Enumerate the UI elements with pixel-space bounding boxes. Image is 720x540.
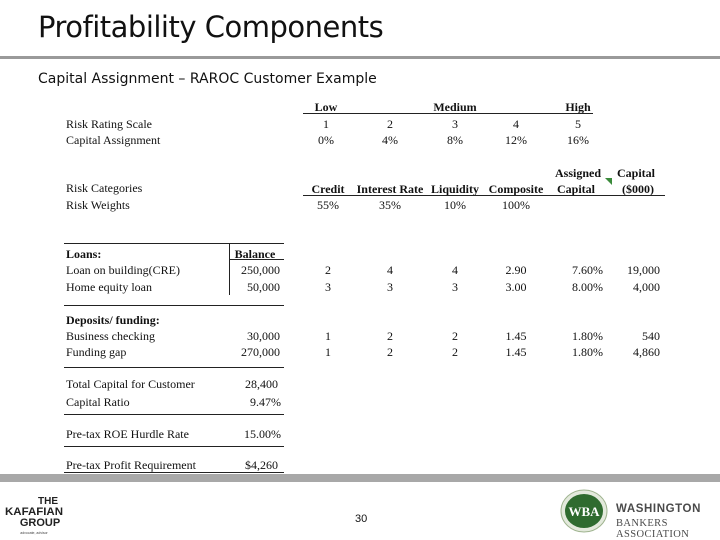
row-credit: 1 [325,345,331,359]
row-capital: 19,000 [627,263,660,277]
loans-section-label: Loans: [66,247,102,261]
title-divider [0,56,720,59]
row-assigned-capital: 1.80% [572,345,603,359]
row-composite: 2.90 [505,263,527,277]
row-credit: 1 [325,329,331,343]
rating-3: 3 [452,117,458,131]
comment-marker-icon [605,178,612,185]
capital-assignment-label: Capital Assignment [66,133,161,147]
total-capital-label: Total Capital for Customer [66,377,195,391]
wba-seal-icon: WBA [560,489,608,533]
capital-ratio-value: 9.47% [250,395,281,409]
wba-subtitle: BANKERS ASSOCIATION [616,518,690,540]
row-assigned-capital: 1.80% [572,329,603,343]
row-balance: 270,000 [241,345,280,359]
row-balance: 30,000 [247,329,280,343]
row-composite: 1.45 [505,329,527,343]
weight-credit: 55% [317,198,339,212]
scale-header-rule [303,113,593,114]
row-credit: 2 [325,263,331,277]
hurdle-bottom-rule [64,446,284,447]
risk-weights-label: Risk Weights [66,198,130,212]
wba-mark-text: WBA [568,504,600,519]
profit-requirement-label: Pre-tax Profit Requirement [66,458,196,472]
row-name: Funding gap [66,345,127,359]
hurdle-rate-value: 15.00% [244,427,281,441]
categories-header-rule [303,195,665,196]
deposits-bottom-rule [64,367,284,368]
header-low: Low [314,100,338,114]
deposits-section-label: Deposits/ funding: [66,313,160,327]
row-interest-rate: 2 [387,345,393,359]
percent-5: 16% [567,133,589,147]
weight-composite: 100% [502,198,530,212]
capital-header-line2: ($000) [622,182,654,196]
hurdle-rate-label: Pre-tax ROE Hurdle Rate [66,427,189,441]
logo-text-group: GROUP [20,517,60,529]
header-interest-rate: Interest Rate [356,182,424,196]
logo-text-the: THE [38,496,58,507]
row-capital: 540 [642,329,660,343]
slide-title: Profitability Components [38,10,384,44]
balance-column-divider [229,243,230,295]
row-liquidity: 4 [452,263,458,277]
footer-bar [0,474,720,482]
row-assigned-capital: 8.00% [572,280,603,294]
row-credit: 3 [325,280,331,294]
ratio-bottom-rule [64,414,284,415]
percent-3: 8% [447,133,463,147]
risk-categories-label: Risk Categories [66,181,143,195]
row-name: Home equity loan [66,280,152,294]
logo-text-kafafian: KAFAFIAN [5,506,63,518]
row-name: Loan on building(CRE) [66,263,180,277]
profit-requirement-value: $4,260 [245,458,278,472]
slide-subtitle: Capital Assignment – RAROC Customer Exam… [38,71,377,87]
row-balance: 250,000 [241,263,280,277]
weight-liquidity: 10% [444,198,466,212]
header-high: High [565,100,591,114]
row-assigned-capital: 7.60% [572,263,603,277]
page-number: 30 [355,513,368,525]
logo-tagline: advocate, advisor [20,531,48,535]
panel-top-rule [64,243,284,244]
wba-name: WASHINGTON [616,503,702,515]
total-capital-value: 28,400 [245,377,278,391]
loans-bottom-rule [64,305,284,306]
row-name: Business checking [66,329,155,343]
assigned-header-line1: Assigned [554,166,602,180]
row-capital: 4,860 [633,345,660,359]
row-interest-rate: 3 [387,280,393,294]
percent-1: 0% [318,133,334,147]
percent-4: 12% [505,133,527,147]
rating-2: 2 [387,117,393,131]
row-interest-rate: 2 [387,329,393,343]
risk-rating-scale-label: Risk Rating Scale [66,117,152,131]
profit-bottom-rule [64,472,284,473]
assigned-header-line2: Capital [556,182,596,196]
header-composite: Composite [488,182,544,196]
row-interest-rate: 4 [387,263,393,277]
row-liquidity: 2 [452,345,458,359]
row-capital: 4,000 [633,280,660,294]
row-liquidity: 2 [452,329,458,343]
rating-4: 4 [513,117,519,131]
rating-5: 5 [575,117,581,131]
capital-header-line1: Capital [616,166,656,180]
row-balance: 50,000 [247,280,280,294]
balance-header-rule [229,259,284,260]
weight-interest-rate: 35% [379,198,401,212]
kafafian-group-logo: THE KAFAFIAN GROUP advocate, advisor [5,496,63,535]
row-composite: 1.45 [505,345,527,359]
row-liquidity: 3 [452,280,458,294]
balance-header: Balance [234,247,276,261]
row-composite: 3.00 [505,280,527,294]
capital-ratio-label: Capital Ratio [66,395,130,409]
header-liquidity: Liquidity [430,182,480,196]
percent-2: 4% [382,133,398,147]
header-credit: Credit [311,182,345,196]
header-medium: Medium [433,100,477,114]
rating-1: 1 [323,117,329,131]
